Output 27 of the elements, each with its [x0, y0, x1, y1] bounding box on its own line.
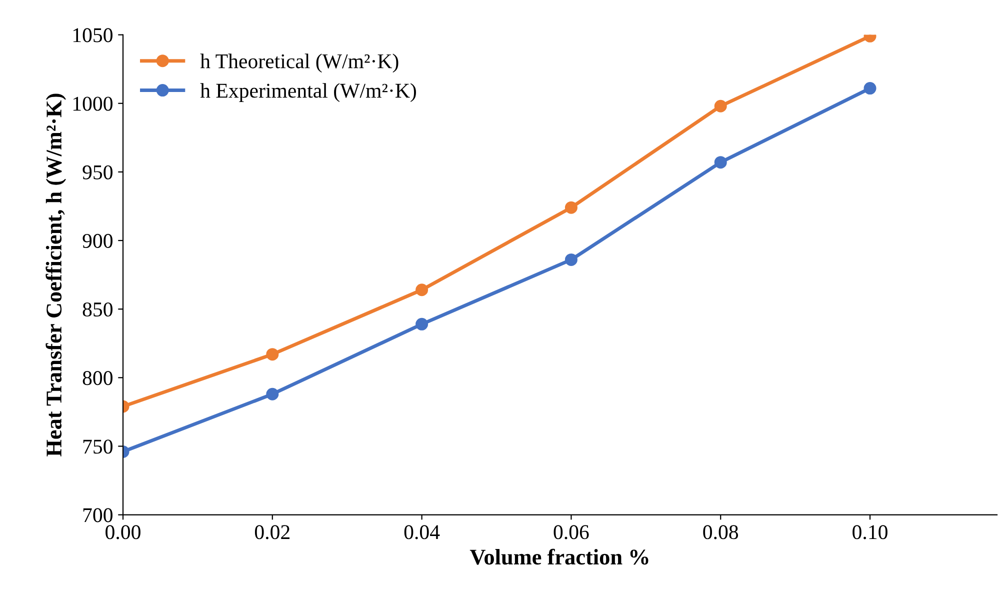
x-axis-title: Volume fraction %: [470, 548, 648, 565]
point: [416, 318, 428, 330]
y-tick-label: 750: [83, 440, 112, 454]
y-axis-title: Heat Transfer Coefficient, h (W/m²·K): [46, 94, 66, 456]
x-tick-label: 0.10: [852, 525, 888, 540]
y-tick-label: 700: [83, 508, 112, 522]
point: [416, 284, 428, 296]
point: [864, 82, 876, 95]
legend-label: h Experimental (W/m²·K): [200, 83, 416, 102]
x-tick-label: 0.02: [254, 525, 290, 540]
x-tick-label: 0.04: [404, 525, 440, 540]
point: [266, 388, 279, 400]
x-tick-label: 0.08: [703, 525, 738, 540]
point: [714, 100, 727, 112]
point: [266, 348, 279, 361]
x-tick-label: 0.06: [554, 525, 589, 540]
legend-label: h Theoretical (W/m²·K): [200, 54, 398, 73]
y-tick-label: 900: [82, 234, 112, 248]
point: [564, 253, 578, 266]
y-tick-label: 850: [82, 302, 112, 317]
point: [564, 201, 578, 214]
y-tick-label: 1000: [73, 96, 112, 111]
x-tick-label: 0.00: [106, 525, 140, 540]
y-tick-label: 950: [82, 165, 112, 180]
y-tick-label: 800: [82, 371, 112, 386]
y-tick-label: 1050: [73, 28, 112, 42]
point: [714, 156, 727, 169]
